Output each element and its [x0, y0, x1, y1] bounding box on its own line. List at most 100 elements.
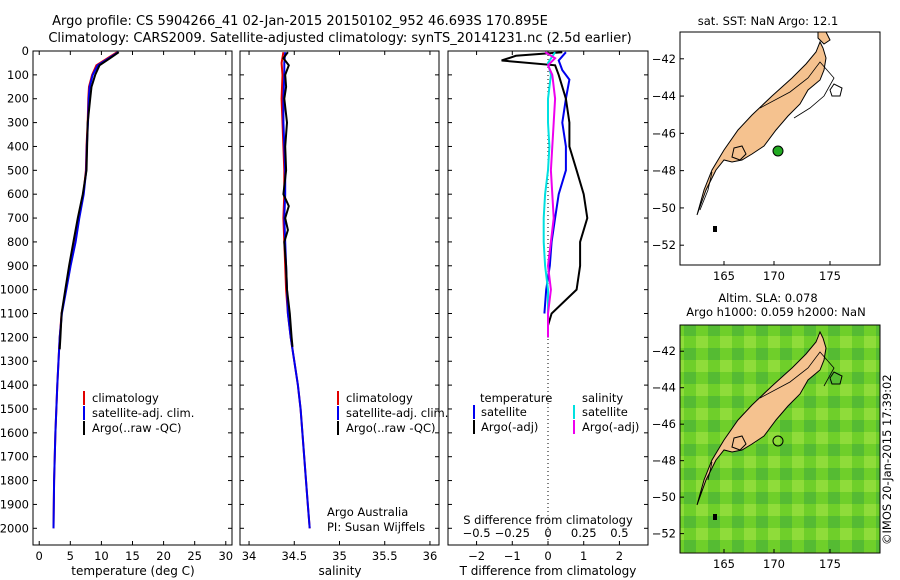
sla-chatham-contour — [829, 371, 843, 385]
x-tick-label: 34 — [242, 549, 257, 563]
imos-credit: ©IMOS 20-Jan-2015 17:39:02 — [880, 374, 894, 545]
x-tick-label: 0 — [36, 549, 43, 563]
depth-tick-label: 1100 — [0, 307, 29, 321]
legend-satellite-label: satellite-adj. clim. — [92, 406, 194, 420]
depth-tick-label: 1800 — [0, 474, 29, 488]
x-tick-label: 20 — [156, 549, 171, 563]
x-tick-label: 25 — [187, 549, 202, 563]
map-y-tick-label: −48 — [652, 454, 676, 468]
sla-map-title-line1: Altim. SLA: 0.078 — [718, 291, 817, 305]
depth-tick-label: 1000 — [0, 283, 29, 297]
depth-tick-label: 200 — [7, 92, 29, 106]
depth-tick-label: 1500 — [0, 402, 29, 416]
legend-temperature-header: temperature — [480, 391, 552, 405]
sla-land-south-island — [696, 330, 827, 506]
depth-tick-label: 500 — [7, 163, 29, 177]
depth-tick-label: 900 — [7, 259, 29, 273]
depth-tick-label: 800 — [7, 235, 29, 249]
sst-land-north-island-tip — [817, 31, 831, 45]
series-line-salinity-argo-adj- — [544, 51, 557, 338]
depth-tick-label: 1200 — [0, 330, 29, 344]
x-tick-label: 2 — [616, 549, 623, 563]
series-line-climatology — [52, 51, 118, 529]
map-y-tick-label: −44 — [652, 89, 676, 103]
depth-tick-label: 1300 — [0, 354, 29, 368]
sla-map-title-line2: Argo h1000: 0.059 h2000: NaN — [686, 305, 865, 319]
map-x-tick-label: 165 — [713, 269, 735, 283]
x-tick-label: 35.5 — [372, 549, 398, 563]
depth-tick-label: 100 — [7, 68, 29, 82]
series-line-salinity-satellite — [542, 51, 556, 314]
top-tick-label: 0 — [544, 526, 551, 540]
x-tick-label: −2 — [468, 549, 485, 563]
legend-satellite-label: satellite-adj. clim. — [346, 406, 448, 420]
sst-chatham-contour — [829, 83, 843, 97]
sst-map-ticks: 165 170 175 −42 −44 −46 −48 −50 −52 — [652, 52, 841, 283]
depth-axis: 0 100 200 300 400 500 600 700 800 900 1000 1100 1200… — [0, 44, 648, 535]
x-tick-label: 0 — [544, 549, 551, 563]
map-y-tick-label: −42 — [652, 52, 676, 66]
depth-tick-label: 600 — [7, 187, 29, 201]
sla-land-stewart-island — [731, 435, 747, 451]
map-x-tick-label: 170 — [763, 557, 785, 571]
sst-auckland-islands — [713, 226, 717, 232]
x-tick-label: 34.5 — [281, 549, 307, 563]
temperature-panel-frame — [32, 50, 233, 546]
series-line-satellite-adj-clim- — [52, 51, 119, 529]
map-y-tick-label: −52 — [652, 527, 676, 541]
top-tick-label: −0.25 — [495, 526, 530, 540]
map-y-tick-label: −52 — [652, 238, 676, 252]
x-tick-label: 5 — [67, 549, 74, 563]
map-y-tick-label: −46 — [652, 126, 676, 140]
sla-argo-float-marker — [772, 435, 784, 447]
legend-climatology-label: climatology — [346, 391, 413, 405]
sla-bathymetry-contour — [707, 351, 835, 481]
depth-tick-label: 1700 — [0, 450, 29, 464]
legend-salinity-header: salinity — [582, 391, 623, 405]
sst-land-south-island — [696, 40, 827, 216]
temperature-xlabel: temperature (deg C) — [71, 564, 194, 578]
top-tick-label: −0.5 — [463, 526, 491, 540]
legend-s-argo-label: Argo(-adj) — [582, 420, 639, 434]
map-y-tick-label: −50 — [652, 490, 676, 504]
depth-tick-label: 300 — [7, 116, 29, 130]
legend-t-argo-label: Argo(-adj) — [481, 420, 538, 434]
depth-tick-label: 1900 — [0, 497, 29, 511]
legend-argo-label: Argo(..raw -QC) — [346, 421, 436, 435]
sla-map-frame — [679, 324, 881, 554]
temperature-legend: climatology satellite-adj. clim. Argo(..… — [83, 391, 194, 435]
x-tick-label: 36 — [423, 549, 438, 563]
legend-argo-label: Argo(..raw -QC) — [92, 421, 182, 435]
difference-plot: −2 −1 0 1 2 −0.5 −0.25 0 0.25 0.5 — [463, 51, 629, 563]
map-x-tick-label: 170 — [763, 269, 785, 283]
sst-bathymetry-contour — [699, 61, 835, 211]
x-tick-label: 30 — [218, 549, 233, 563]
series-line-temperature-satellite — [543, 51, 571, 314]
legend-climatology-label: climatology — [92, 391, 159, 405]
map-y-tick-label: −46 — [652, 417, 676, 431]
series-line-argo-raw-qc- — [282, 51, 294, 347]
map-x-tick-label: 175 — [819, 269, 841, 283]
sst-map: 165 170 175 −42 −44 −46 −48 −50 −52 — [652, 31, 881, 283]
x-tick-label: 1 — [580, 549, 587, 563]
map-y-tick-label: −48 — [652, 164, 676, 178]
sla-map-ticks: 165 170 175 −42 −44 −46 −48 −50 −52 — [652, 344, 841, 571]
difference-xlabel: T difference from climatology — [459, 564, 637, 578]
sst-map-title: sat. SST: NaN Argo: 12.1 — [698, 14, 839, 28]
salinity-plot: 34 34.5 35 35.5 36 — [242, 51, 438, 563]
salinity-panel-frame — [239, 50, 440, 546]
map-y-tick-label: −42 — [652, 344, 676, 358]
temperature-plot: 0 5 10 15 20 25 30 — [36, 51, 233, 563]
depth-tick-label: 1400 — [0, 378, 29, 392]
header-line1: Argo profile: CS 5904266_41 02-Jan-2015 … — [52, 14, 548, 29]
sst-land-stewart-island — [731, 145, 747, 161]
legend-t-satellite-label: satellite — [481, 405, 527, 419]
sla-map: 165 170 175 −42 −44 −46 −48 −50 −52 — [652, 324, 881, 571]
difference-legend: temperature salinity satellite Argo(-adj… — [473, 391, 639, 434]
difference-xlabel-top: S difference from climatology — [463, 513, 633, 527]
x-tick-label: 35 — [332, 549, 347, 563]
top-tick-label: 0.5 — [610, 526, 628, 540]
x-tick-label: 15 — [125, 549, 140, 563]
